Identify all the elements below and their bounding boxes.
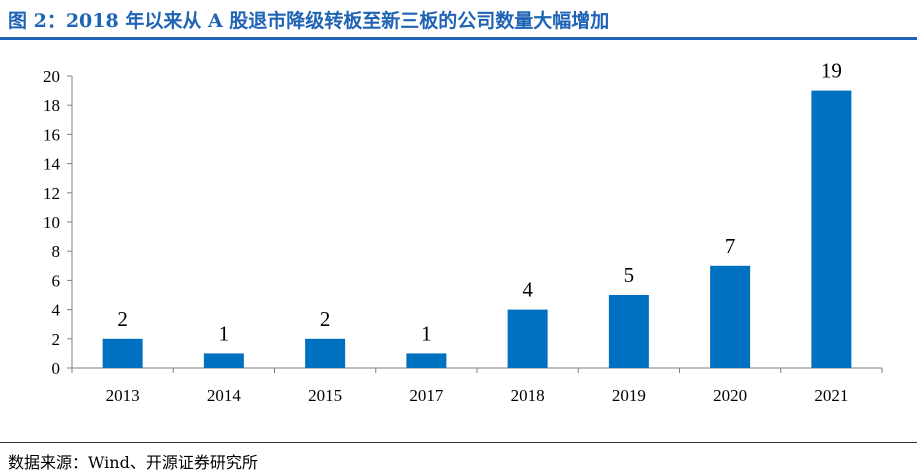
bar-2019: [608, 295, 649, 368]
bar-2021: [811, 90, 852, 368]
chart-title: 图 2：2018 年以来从 A 股退市降级转板至新三板的公司数量大幅增加: [8, 10, 610, 32]
y-tick-label: 12: [43, 184, 60, 203]
y-tick-label: 4: [52, 301, 61, 320]
x-tick-label-2018: 2018: [511, 386, 545, 405]
y-tick-label: 20: [43, 67, 60, 86]
y-tick-label: 10: [43, 213, 60, 232]
data-label-2017: 1: [421, 321, 432, 345]
data-label-2014: 1: [219, 321, 230, 345]
x-tick-label-2017: 2017: [409, 386, 444, 405]
chart-labels: 2 2013 1 2014 2 2015 1 2017 4 2018 5 2019 7 2020 19 202…: [106, 59, 849, 405]
data-label-2019: 5: [624, 263, 635, 287]
source-note: 数据来源：Wind、开源证券研究所: [8, 453, 258, 472]
bar-2013: [102, 338, 143, 368]
y-tick-label: 14: [43, 155, 61, 174]
data-label-2015: 2: [320, 307, 331, 331]
y-tick-label: 8: [52, 242, 61, 261]
x-tick-label-2019: 2019: [612, 386, 646, 405]
x-tick-label-2014: 2014: [207, 386, 242, 405]
bar-2015: [305, 338, 346, 368]
bar-2020: [710, 265, 751, 368]
data-label-2013: 2: [117, 307, 128, 331]
x-tick-label-2015: 2015: [308, 386, 342, 405]
data-label-2020: 7: [725, 234, 736, 258]
y-tick-label: 16: [43, 125, 60, 144]
source-divider: [0, 442, 917, 443]
chart-bars: [102, 90, 852, 368]
y-tick-label: 6: [52, 271, 61, 290]
x-tick-label-2021: 2021: [814, 386, 848, 405]
data-label-2018: 4: [522, 278, 533, 302]
y-tick-label: 2: [52, 330, 61, 349]
x-tick-label-2013: 2013: [106, 386, 140, 405]
y-tick-label: 0: [52, 359, 61, 378]
data-label-2021: 19: [821, 59, 842, 83]
y-tick-label: 18: [43, 96, 60, 115]
x-tick-label-2020: 2020: [713, 386, 747, 405]
bar-2017: [406, 353, 447, 368]
bar-2014: [203, 353, 244, 368]
bar-2018: [507, 309, 548, 368]
title-divider: [0, 37, 917, 40]
